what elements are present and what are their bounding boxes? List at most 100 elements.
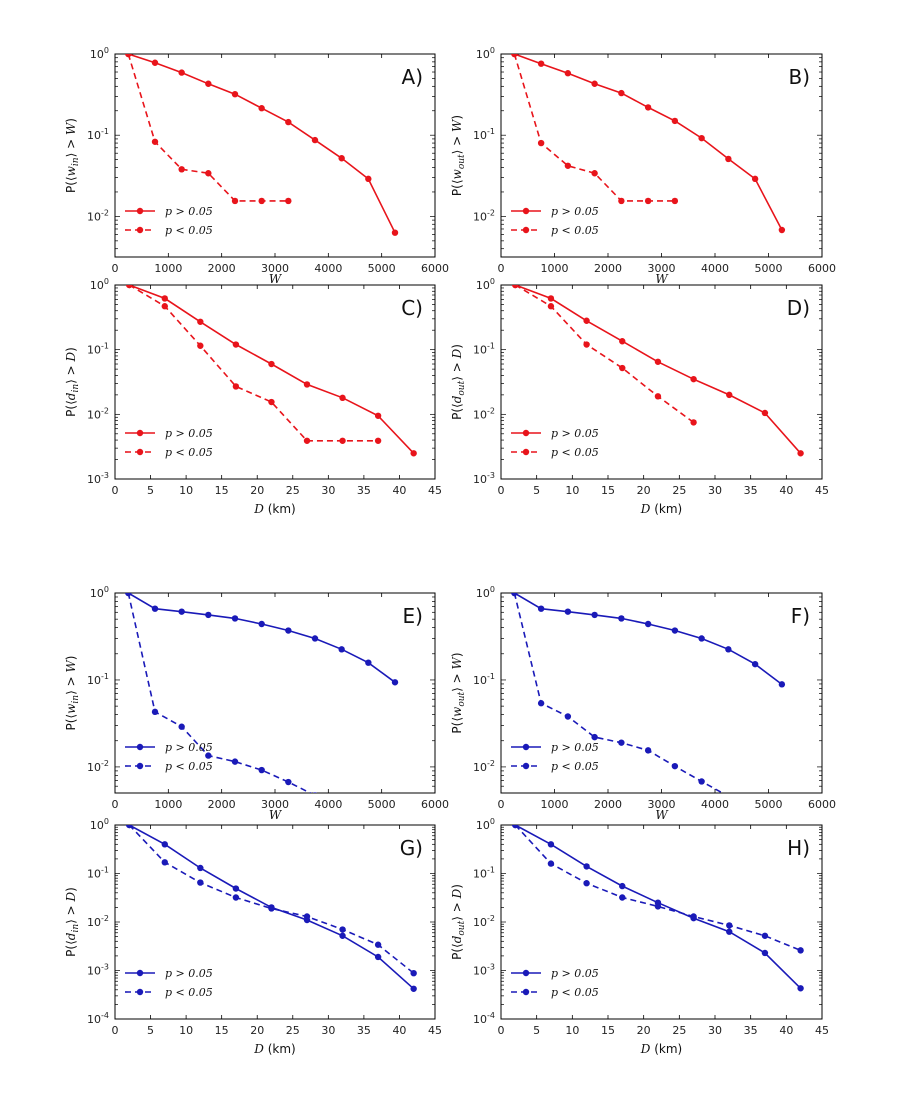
legend-marker-solid: [522, 969, 530, 977]
data-point: [537, 139, 545, 147]
data-point: [512, 285, 519, 289]
data-point: [564, 162, 572, 169]
x-tick-label: 35: [744, 1024, 758, 1037]
legend-marker-dashed: [522, 448, 530, 456]
x-tick-label: 1000: [154, 798, 182, 811]
data-point: [205, 611, 212, 619]
x-tick-label: 25: [286, 1024, 300, 1037]
axes-frame: [500, 592, 823, 794]
y-tick-label: 10-1: [473, 127, 495, 142]
data-point: [619, 338, 626, 345]
legend-marker-solid: [136, 207, 144, 215]
data-point: [671, 117, 679, 125]
x-tick-label: 20: [637, 1024, 651, 1037]
panel-c: 0 5 10 15 20 25 30 35 40 45 10-3 10-2 10-1 100 p > 0.0…: [64, 277, 442, 516]
panel-f: 0 1000 2000 3000 4000 5000 6000 10-2 10-1 100 p > …: [450, 585, 836, 822]
xlabel-4: W: [269, 808, 283, 822]
series-line: [127, 593, 396, 683]
legend-marker-dashed: [136, 226, 144, 234]
data-point: [161, 859, 168, 866]
x-tick-label: 0: [112, 1024, 119, 1037]
series-p-lt-005: [126, 825, 417, 977]
data-point: [268, 360, 275, 368]
series-line: [127, 593, 313, 793]
data-point: [761, 409, 769, 417]
data-point: [564, 713, 572, 720]
axes-frame: [500, 824, 823, 1020]
y-tick-label: 10-1: [473, 342, 495, 357]
y-tick-label: 100: [476, 817, 495, 832]
x-tick-label: 6000: [421, 798, 449, 811]
data-point: [231, 615, 239, 622]
xlabel-1: W: [655, 272, 669, 286]
data-point: [338, 155, 345, 162]
data-point: [338, 646, 345, 653]
data-point: [690, 419, 697, 426]
panel-h: 0 5 10 15 20 25 30 35 40 45 10-4 10-3 10-2 10-1 100 p >…: [450, 817, 829, 1056]
panel-label: D): [787, 296, 810, 320]
legend-marker-dashed: [522, 226, 530, 234]
data-point: [671, 762, 679, 770]
data-point: [374, 412, 382, 419]
axes-frame: [114, 824, 436, 1020]
data-point: [644, 104, 652, 111]
data-point: [591, 733, 598, 741]
x-tick-label: 45: [815, 484, 829, 497]
data-point: [339, 437, 346, 444]
x-tick-label: 45: [428, 484, 442, 497]
xlabel-5: W: [655, 808, 669, 822]
data-point: [618, 89, 625, 97]
x-tick-label: 40: [392, 484, 406, 497]
x-tick-label: 25: [672, 484, 686, 497]
x-tick-label: 0: [498, 1024, 505, 1037]
x-tick-label: 15: [215, 1024, 229, 1037]
y-tick-label: 10-1: [473, 672, 495, 687]
data-point: [726, 922, 733, 929]
panel-label: F): [791, 604, 810, 628]
legend-label-dashed: p < 0.05: [165, 224, 213, 237]
panel-e: 0 1000 2000 3000 4000 5000 6000 10-2 10-1 100 p > …: [64, 585, 449, 822]
data-point: [285, 778, 292, 786]
xlabel-3: D (km): [640, 502, 682, 516]
data-point: [644, 197, 652, 205]
data-point: [619, 894, 626, 901]
series-line: [128, 285, 379, 442]
x-tick-label: 0: [498, 798, 505, 811]
y-tick-label: 10-1: [87, 672, 109, 687]
x-tick-label: 10: [565, 484, 579, 497]
xlabel-6: D (km): [253, 1042, 295, 1056]
data-point: [547, 303, 555, 310]
x-tick-label: 35: [357, 1024, 371, 1037]
data-point: [268, 905, 275, 912]
x-tick-label: 5000: [368, 262, 396, 275]
data-point: [591, 611, 598, 619]
x-tick-label: 3000: [648, 798, 676, 811]
data-point: [547, 860, 555, 867]
data-point: [537, 60, 545, 67]
panel-d: 0 5 10 15 20 25 30 35 40 45 10-3 10-2 10-1 100 p > 0.0…: [450, 277, 829, 516]
series-p-gt-005: [125, 593, 399, 686]
legend: p > 0.05 p < 0.05: [511, 967, 599, 999]
legend-label-solid: p > 0.05: [165, 205, 213, 218]
x-tick-label: 1000: [541, 798, 569, 811]
axes-frame: [114, 53, 436, 258]
data-point: [619, 882, 626, 890]
data-point: [374, 953, 382, 961]
series-p-lt-005: [511, 54, 679, 205]
data-point: [726, 391, 733, 399]
data-point: [339, 394, 346, 402]
data-point: [583, 863, 590, 870]
x-tick-label: 5: [533, 1024, 540, 1037]
data-point: [671, 197, 679, 205]
data-point: [751, 660, 759, 668]
x-tick-label: 30: [708, 1024, 722, 1037]
data-point: [619, 364, 626, 372]
x-tick-label: 15: [215, 484, 229, 497]
data-point: [197, 318, 204, 325]
data-point: [161, 841, 168, 848]
x-tick-label: 1000: [541, 262, 569, 275]
data-point: [618, 615, 625, 622]
data-point: [258, 197, 265, 205]
x-tick-label: 6000: [808, 262, 836, 275]
